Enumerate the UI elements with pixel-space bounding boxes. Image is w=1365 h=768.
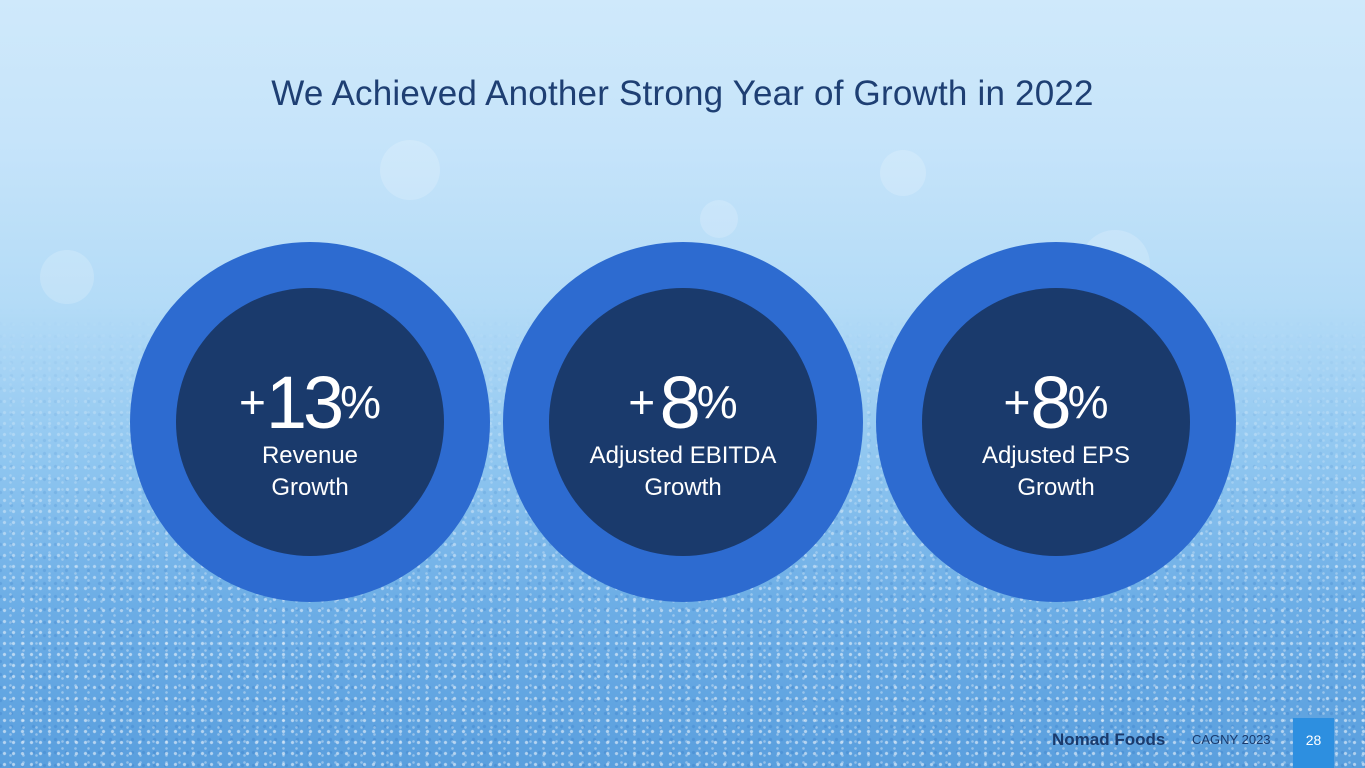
plus-sign: +	[628, 376, 656, 428]
metric-ebitda-label: Adjusted EBITDA Growth	[549, 440, 817, 504]
metric-eps-value: +8%	[922, 366, 1190, 440]
plus-sign: +	[238, 376, 266, 428]
event-name: CAGNY 2023	[1192, 732, 1271, 747]
slide-title: We Achieved Another Strong Year of Growt…	[271, 74, 1094, 113]
metric-number: 13	[265, 361, 344, 444]
metric-revenue-ring: +13% Revenue Growth	[130, 242, 490, 602]
metric-label-line: Growth	[644, 474, 722, 501]
page-number-badge: 28	[1293, 718, 1334, 768]
metric-label-line: Revenue	[261, 442, 359, 469]
metric-revenue-value: +13%	[176, 366, 444, 440]
percent-sign: %	[1067, 376, 1109, 428]
metric-label-line: Adjusted EBITDA	[589, 442, 777, 469]
metric-label-line: Growth	[1017, 474, 1095, 501]
percent-sign: %	[696, 376, 738, 428]
metric-ebitda-value: + 8%	[549, 366, 817, 440]
metric-label-line: Adjusted EPS	[981, 442, 1131, 469]
metric-revenue-disc: +13% Revenue Growth	[176, 288, 444, 556]
metric-eps-disc: +8% Adjusted EPS Growth	[922, 288, 1190, 556]
plus-sign: +	[1003, 376, 1031, 428]
percent-sign: %	[340, 376, 382, 428]
metric-eps-ring: +8% Adjusted EPS Growth	[876, 242, 1236, 602]
metric-ebitda-ring: + 8% Adjusted EBITDA Growth	[503, 242, 863, 602]
metric-ebitda-disc: + 8% Adjusted EBITDA Growth	[549, 288, 817, 556]
metric-number: 8	[1030, 361, 1071, 444]
metric-number: 8	[659, 361, 701, 444]
metric-revenue-label: Revenue Growth	[176, 440, 444, 504]
metric-label-line: Growth	[271, 474, 349, 501]
metric-eps-label: Adjusted EPS Growth	[922, 440, 1190, 504]
brand-logo: Nomad Foods	[1052, 730, 1166, 749]
